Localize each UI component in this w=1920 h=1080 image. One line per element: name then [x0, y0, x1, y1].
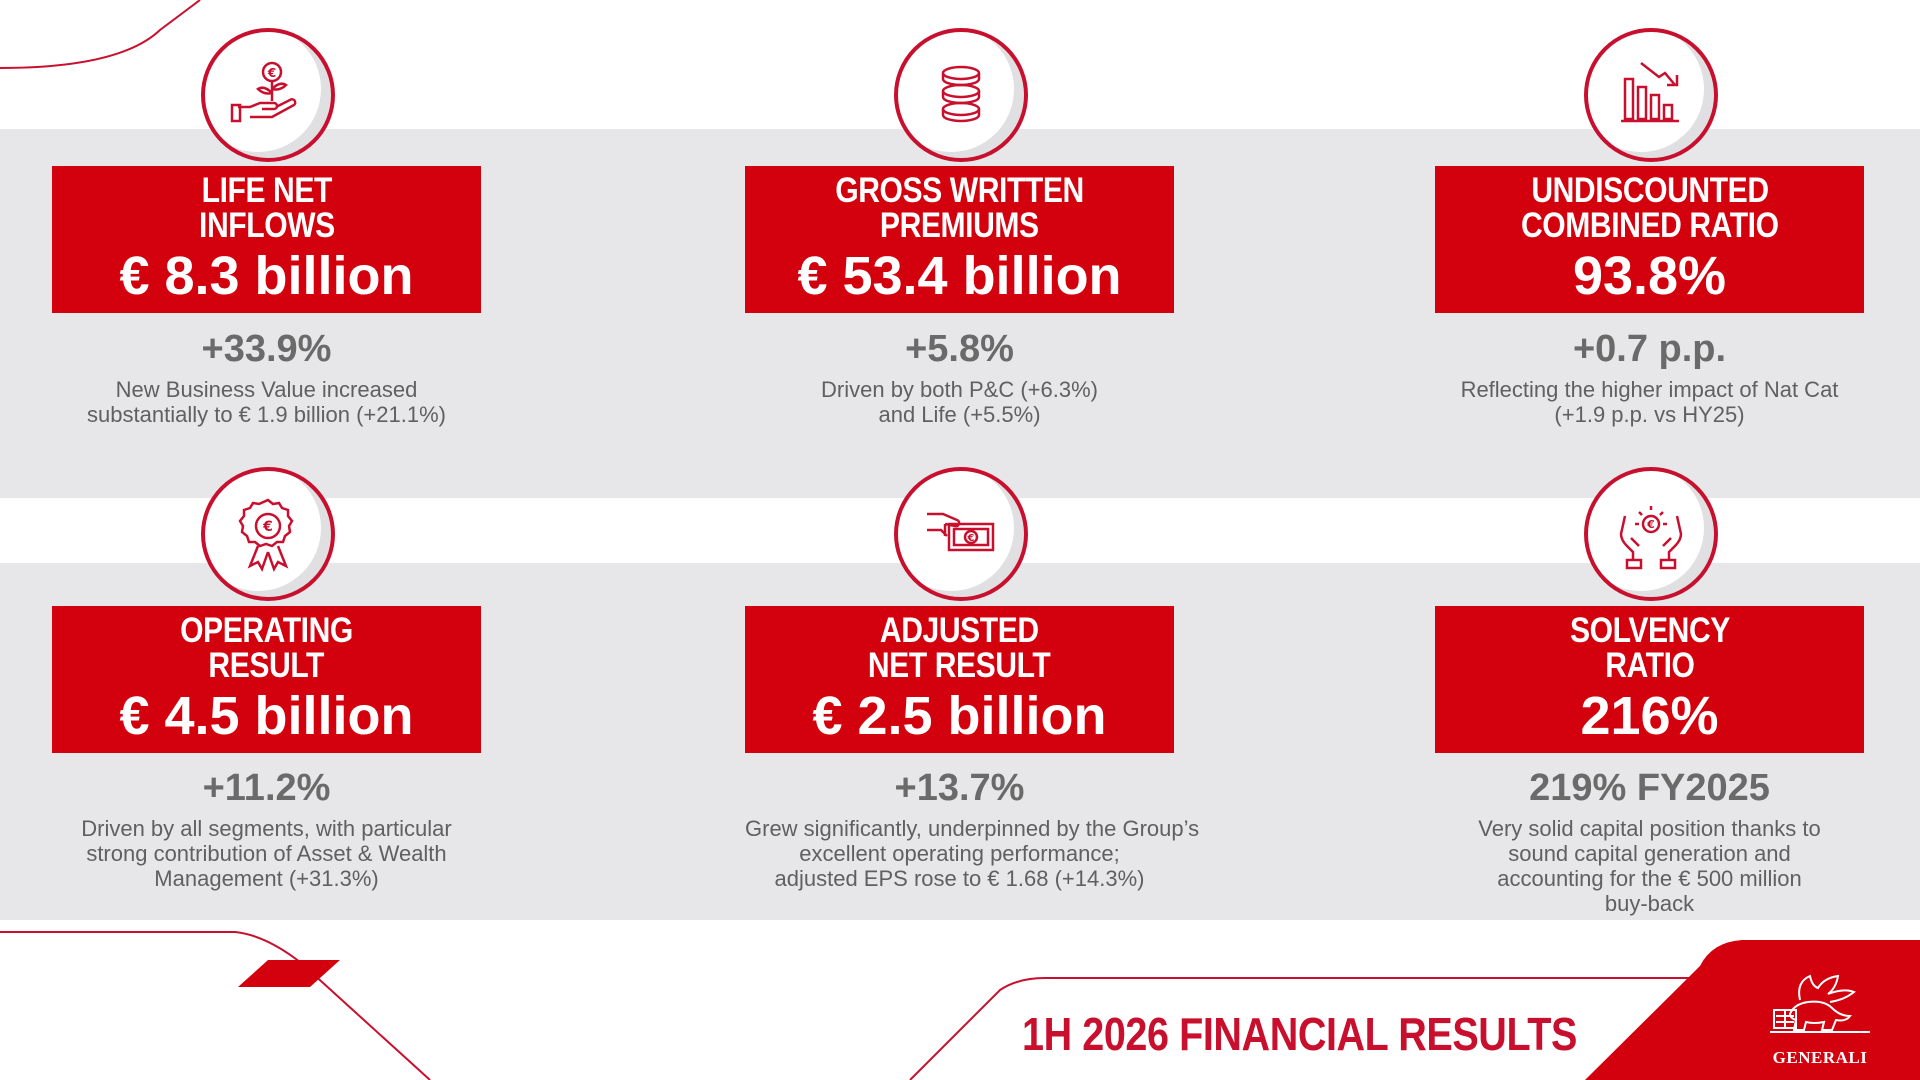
metric-value: 93.8%	[1572, 245, 1727, 306]
metric-title-line1: ADJUSTED	[880, 610, 1039, 650]
description-line: and Life (+5.5%)	[878, 402, 1041, 427]
metric-description: Grew significantly, underpinned by the G…	[745, 816, 1200, 891]
metric-title-line2: INFLOWS	[198, 205, 335, 245]
footer-title: 1H 2026 FINANCIAL RESULTS	[1022, 1008, 1577, 1060]
metric-change: +13.7%	[894, 767, 1025, 809]
description-line: Management (+31.3%)	[154, 866, 379, 891]
description-line: New Business Value increased	[115, 377, 418, 402]
metric-title-line2: RATIO	[1604, 645, 1695, 685]
description-line: sound capital generation and	[1508, 841, 1791, 866]
icon-circle: €	[894, 467, 1028, 601]
svg-text:€: €	[267, 66, 276, 80]
description-line: Driven by all segments, with particular	[81, 816, 452, 841]
svg-text:€: €	[1646, 518, 1655, 531]
metric-change: +5.8%	[905, 328, 1014, 370]
description-line: adjusted EPS rose to € 1.68 (+14.3%)	[774, 866, 1145, 891]
metric-description: Reflecting the higher impact of Nat Cat …	[1435, 377, 1864, 427]
description-line: excellent operating performance;	[799, 841, 1120, 866]
metric-description: Driven by both P&C (+6.3%) and Life (+5.…	[745, 377, 1174, 427]
metric-title-line2: PREMIUMS	[880, 205, 1039, 245]
icon-circle: €	[201, 28, 335, 162]
description-line: Driven by both P&C (+6.3%)	[821, 377, 1098, 402]
metric-change: +11.2%	[202, 767, 331, 809]
description-line: substantially to € 1.9 billion (+21.1%)	[87, 402, 446, 427]
metric-box: LIFE NET INFLOWS € 8.3 billion	[52, 166, 481, 313]
coin-stack-icon	[941, 65, 981, 123]
description-line: (+1.9 p.p. vs HY25)	[1554, 402, 1745, 427]
description-line: Reflecting the higher impact of Nat Cat	[1460, 377, 1839, 402]
icon-circle	[1584, 28, 1718, 162]
metric-title-line2: COMBINED RATIO	[1520, 205, 1779, 245]
hands-protecting-euro-icon: €	[1619, 506, 1683, 570]
euro-plant-hand-icon: €	[230, 61, 297, 123]
metric-title-line1: SOLVENCY	[1569, 610, 1730, 650]
metric-change: 219% FY2025	[1529, 767, 1770, 809]
description-line: accounting for the € 500 million	[1497, 866, 1802, 891]
icon-circle	[894, 28, 1028, 162]
euro-award-ribbon-icon: €	[238, 498, 294, 572]
metric-value: 216%	[1580, 685, 1719, 746]
hand-banknote-icon: €	[927, 512, 995, 552]
description-line: buy-back	[1604, 891, 1695, 916]
metric-title-line2: NET RESULT	[868, 645, 1051, 685]
metric-description: Very solid capital position thanks to so…	[1435, 816, 1864, 916]
svg-text:€: €	[967, 533, 975, 544]
metric-title-line1: LIFE NET	[201, 170, 332, 210]
metric-value: € 53.4 billion	[797, 245, 1122, 306]
metric-title-line1: OPERATING	[180, 610, 353, 650]
metric-title-line1: UNDISCOUNTED	[1530, 170, 1769, 210]
metric-box: UNDISCOUNTED COMBINED RATIO 93.8%	[1435, 166, 1864, 313]
metric-box: GROSS WRITTEN PREMIUMS € 53.4 billion	[745, 166, 1174, 313]
metric-description: Driven by all segments, with particular …	[52, 816, 481, 891]
description-line: strong contribution of Asset & Wealth	[86, 841, 447, 866]
metric-change: +33.9%	[201, 328, 332, 370]
metric-value: € 2.5 billion	[812, 685, 1107, 746]
winged-lion-icon	[1770, 974, 1870, 1033]
description-line: Very solid capital position thanks to	[1478, 816, 1821, 841]
metric-title-line1: GROSS WRITTEN	[835, 170, 1084, 210]
metric-box: SOLVENCY RATIO 216%	[1435, 606, 1864, 753]
icon-circle: €	[201, 467, 335, 601]
icon-circle: €	[1584, 467, 1718, 601]
metric-box: OPERATING RESULT € 4.5 billion	[52, 606, 481, 753]
declining-bar-chart-icon	[1621, 62, 1679, 123]
logo-text: GENERALI	[1772, 1048, 1868, 1067]
svg-text:€: €	[262, 519, 273, 535]
metric-title-line2: RESULT	[208, 645, 325, 685]
generali-logo: GENERALI	[1760, 970, 1880, 1074]
metric-description: New Business Value increased substantial…	[52, 377, 481, 427]
metric-value: € 4.5 billion	[119, 685, 414, 746]
metric-box: ADJUSTED NET RESULT € 2.5 billion	[745, 606, 1174, 753]
description-line: Grew significantly, underpinned by the G…	[745, 816, 1200, 841]
metric-value: € 8.3 billion	[119, 245, 414, 306]
metric-change: +0.7 p.p.	[1572, 328, 1727, 370]
